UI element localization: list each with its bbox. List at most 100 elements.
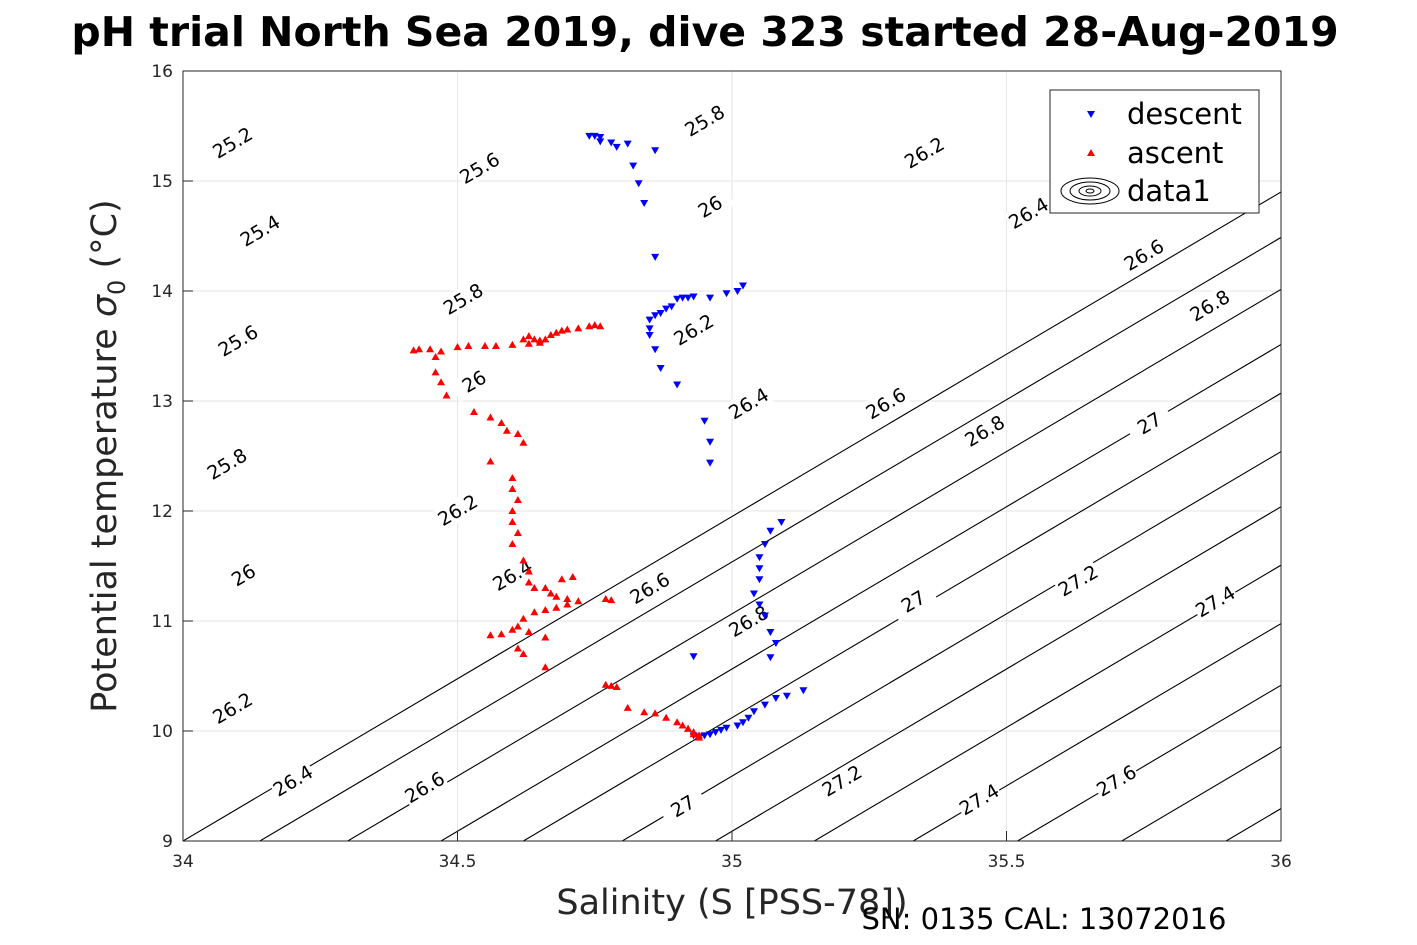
- legend-label-descent: descent: [1127, 97, 1242, 131]
- contour-line: [912, 622, 1281, 841]
- descent-point: [700, 417, 709, 425]
- ascent-point: [519, 614, 528, 622]
- data1-legend-contour-icon: [1060, 177, 1120, 205]
- ascent-point: [607, 681, 616, 689]
- ascent-point: [497, 419, 506, 426]
- contour-line: [1017, 684, 1281, 841]
- ascent-point: [497, 630, 506, 638]
- y-axis-label-symbol: σ: [85, 293, 125, 317]
- ascent-point: [684, 724, 693, 732]
- legend: descent ascent data1: [1049, 89, 1260, 214]
- data-points: [409, 132, 808, 741]
- ascent-point: [519, 335, 528, 343]
- descent-point: [733, 288, 742, 295]
- ascent-point: [513, 496, 522, 503]
- ascent-point: [601, 595, 610, 602]
- ascent-point: [519, 556, 528, 564]
- ascent-point: [563, 325, 572, 333]
- ascent-point: [546, 331, 555, 338]
- contour-label-backdrop: [400, 766, 450, 808]
- ascent-point: [508, 485, 517, 492]
- contour-line: [183, 191, 1281, 841]
- descent-point: [706, 438, 715, 446]
- axis-ticks: 34 34.5 35 35.5 36 9 10 11 12 13 14 15 16: [151, 62, 1291, 872]
- y-tick-label: 14: [151, 282, 173, 302]
- contour-label-backdrop: [625, 567, 675, 609]
- ascent-point: [437, 378, 446, 386]
- descent-point: [760, 701, 769, 709]
- ascent-point: [689, 730, 698, 738]
- contour-label-backdrop: [723, 600, 774, 642]
- descent-point: [684, 294, 693, 302]
- contour-label-backdrop: [1119, 234, 1169, 276]
- footer-serial-calibration: SN: 0135 CAL: 13072016: [862, 902, 1227, 936]
- ascent-point: [568, 573, 577, 580]
- ascent-point: [541, 663, 550, 671]
- contour-label-backdrop: [207, 121, 257, 164]
- x-axis-label: Salinity (S [PSS-78]): [556, 883, 907, 923]
- contour-label-backdrop: [1124, 402, 1174, 444]
- descent-point: [766, 527, 775, 535]
- ascent-point: [541, 606, 550, 613]
- ascent-point: [508, 340, 517, 348]
- ascent-point: [574, 324, 583, 332]
- ascent-point: [563, 600, 572, 608]
- contour-label-backdrop: [268, 759, 318, 802]
- descent-point: [755, 576, 764, 584]
- ascent-point: [426, 345, 435, 353]
- ascent-point: [541, 335, 550, 343]
- contour-label-backdrop: [861, 382, 911, 424]
- data1-legend-contour-icon: [1078, 185, 1102, 197]
- y-axis-label-text: Potential temperature: [85, 328, 125, 712]
- y-tick-label: 11: [151, 612, 173, 632]
- y-tick-label: 12: [151, 502, 173, 522]
- ascent-point: [513, 430, 522, 437]
- contour-label-backdrop: [432, 489, 483, 531]
- contour-label-backdrop: [218, 554, 268, 596]
- contour-label-backdrop: [1185, 284, 1235, 326]
- contour-label-backdrop: [888, 580, 938, 622]
- x-tick-label: 36: [1270, 852, 1292, 872]
- descent-point: [689, 293, 698, 301]
- ascent-point: [453, 343, 462, 351]
- descent-point: [755, 601, 764, 609]
- descent-point: [722, 290, 731, 298]
- contour-label-backdrop: [235, 209, 285, 252]
- contour-label-backdrop: [669, 308, 719, 351]
- descent-point: [749, 590, 758, 598]
- y-axis-label: Potential temperature σ0 (°C): [85, 199, 131, 712]
- descent-point: [766, 629, 775, 636]
- ascent-point: [623, 703, 632, 711]
- ascent-point: [530, 584, 539, 591]
- descent-point: [651, 312, 660, 320]
- y-tick-label: 13: [151, 392, 173, 412]
- descent-point: [673, 295, 682, 303]
- contour-label-backdrop: [1091, 759, 1141, 802]
- contour-line: [259, 236, 1281, 841]
- ascent-point: [640, 708, 649, 716]
- ascent-point: [524, 567, 533, 575]
- contour-line: [814, 564, 1281, 841]
- descent-point: [596, 134, 605, 141]
- descent-point: [766, 654, 775, 662]
- contour-label-backdrop: [1053, 559, 1103, 601]
- legend-label-data1: data1: [1127, 174, 1211, 208]
- ascent-point: [530, 335, 539, 343]
- y-axis-label-subscript: 0: [103, 280, 131, 295]
- ascent-point: [612, 683, 621, 690]
- descent-point: [651, 253, 660, 261]
- descent-point: [612, 143, 621, 151]
- descent-point: [755, 554, 764, 562]
- ascent-point: [519, 650, 528, 657]
- ascent-point: [607, 596, 616, 604]
- descent-point: [667, 303, 676, 311]
- contour-label-backdrop: [680, 99, 730, 142]
- y-axis-label-unit: (°C): [85, 199, 125, 268]
- ascent-point: [552, 328, 561, 336]
- ascent-point: [524, 339, 533, 347]
- descent-point: [706, 294, 715, 302]
- contour-label-backdrop: [454, 147, 504, 189]
- ascent-point: [563, 595, 572, 602]
- x-tick-label: 35: [721, 852, 743, 872]
